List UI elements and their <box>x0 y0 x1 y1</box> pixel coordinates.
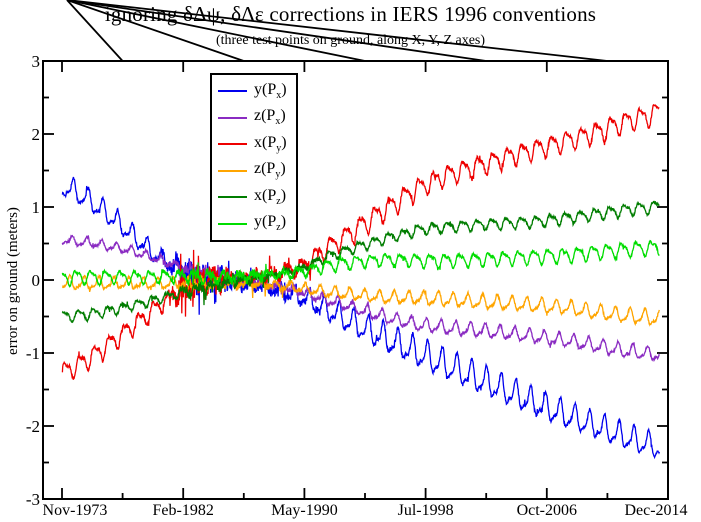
x-tick-label: Dec-2014 <box>624 502 687 519</box>
legend-line-sample-x-py <box>218 143 247 146</box>
legend-item-label: z(Py) <box>254 160 286 181</box>
series-line-y-px <box>61 176 661 460</box>
x-tick-label: May-1990 <box>271 502 338 519</box>
legend-item-z-py: z(Py) <box>218 161 296 180</box>
legend: y(Px) z(Px) x(Py) z(Py) x(Pz) y(Pz) <box>210 73 298 242</box>
series-line-z-px <box>61 234 660 363</box>
series-line-z-py <box>61 273 660 327</box>
y-tick-label: 2 <box>32 125 41 144</box>
plot-frame <box>42 60 669 500</box>
legend-line-sample-y-pz <box>218 222 247 225</box>
legend-item-x-py: x(Py) <box>218 133 296 154</box>
axis-tick <box>66 0 608 62</box>
y-tick-label: -2 <box>26 417 40 436</box>
axis-tick <box>66 0 124 62</box>
legend-item-label: y(Px) <box>254 80 287 101</box>
y-tick-label: -1 <box>26 344 40 363</box>
legend-item-label: y(Pz) <box>254 213 287 234</box>
legend-item-label: z(Px) <box>254 107 286 128</box>
legend-item-y-px: y(Px) <box>218 80 296 101</box>
legend-item-y-pz: y(Pz) <box>218 214 296 233</box>
y-tick-label: -3 <box>26 490 40 509</box>
legend-line-sample-z-px <box>218 116 247 119</box>
axis-tick <box>66 0 366 62</box>
x-tick-label: Jul-1998 <box>398 502 454 519</box>
axis-tick <box>66 0 487 62</box>
x-tick-label: Feb-1982 <box>153 502 214 519</box>
axis-tick <box>66 0 245 62</box>
legend-item-label: x(Py) <box>254 133 287 154</box>
y-tick-label: 1 <box>32 198 41 217</box>
series-line-x-pz <box>61 200 660 324</box>
series-line-x-py <box>61 103 660 381</box>
legend-item-z-px: z(Px) <box>218 108 296 127</box>
legend-line-sample-y-px <box>218 90 247 93</box>
y-tick-label: 0 <box>32 271 41 290</box>
legend-item-x-pz: x(Pz) <box>218 186 296 207</box>
legend-item-label: x(Pz) <box>254 186 287 207</box>
x-tick-label: Nov-1973 <box>43 502 108 519</box>
series-line-y-pz <box>61 239 660 288</box>
legend-line-sample-x-pz <box>218 196 247 199</box>
legend-line-sample-z-py <box>218 169 247 172</box>
y-tick-label: 3 <box>32 52 41 71</box>
x-tick-label: Oct-2006 <box>517 502 577 519</box>
